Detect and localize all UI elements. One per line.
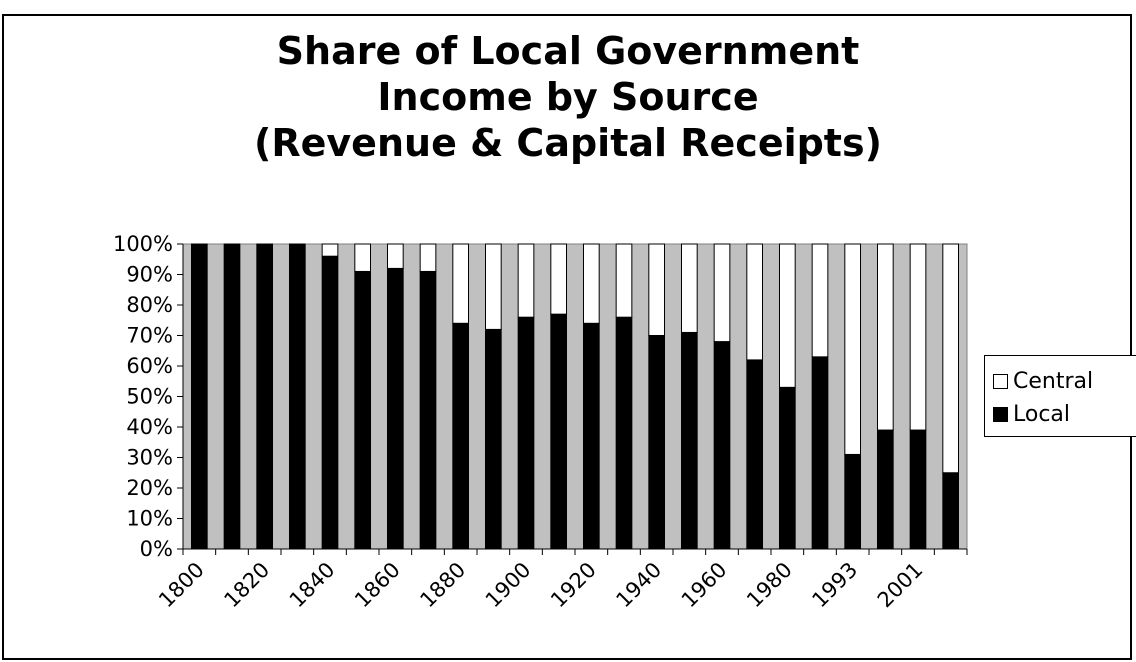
bar-central-17 bbox=[746, 243, 764, 361]
bar-local-4 bbox=[321, 255, 339, 550]
bar-central-18 bbox=[778, 243, 796, 388]
bar-local-21 bbox=[876, 429, 894, 550]
x-tick-label: 1880 bbox=[415, 558, 470, 613]
bar-central-16 bbox=[713, 243, 731, 343]
bar-central-13 bbox=[615, 243, 633, 318]
bar-central-20 bbox=[844, 243, 862, 455]
bar-local-15 bbox=[680, 331, 698, 550]
bar-local-23 bbox=[942, 472, 960, 550]
bar-local-18 bbox=[778, 386, 796, 550]
legend-swatch-central bbox=[993, 373, 1008, 389]
x-axis: 1800 1820 1840 1860 1880 1900 1920 1940 1960 1980… bbox=[154, 548, 968, 613]
bar-central-15 bbox=[680, 243, 698, 333]
bar-local-8 bbox=[452, 322, 470, 550]
legend-label-central: Central bbox=[1013, 368, 1094, 394]
chart-title-line-2: Income by Source bbox=[377, 75, 759, 119]
y-tick-label: 50% bbox=[126, 385, 173, 409]
x-tick-label: 1860 bbox=[350, 558, 405, 613]
legend-item-local: Local bbox=[993, 399, 1070, 429]
x-tick-label: 1900 bbox=[481, 558, 536, 613]
plot-background bbox=[182, 243, 968, 550]
bar-central-14 bbox=[648, 243, 666, 336]
y-tick-label: 90% bbox=[126, 263, 173, 287]
y-tick-label: 70% bbox=[126, 324, 173, 348]
y-axis: 0% 10% 20% 30% 40% 50% 60% 70% 80% 90% 100% bbox=[113, 232, 184, 561]
y-tick-label: 80% bbox=[126, 293, 173, 317]
bar-central-10 bbox=[517, 243, 535, 318]
bar-local-3 bbox=[288, 243, 306, 550]
y-tick-label: 30% bbox=[126, 446, 173, 470]
legend-label-local: Local bbox=[1013, 401, 1071, 427]
bar-central-8 bbox=[452, 243, 470, 324]
bar-local-12 bbox=[582, 322, 600, 550]
bar-central-6 bbox=[386, 243, 404, 269]
bars bbox=[190, 243, 960, 550]
bar-local-0 bbox=[190, 243, 208, 550]
x-tick-label: 1920 bbox=[546, 558, 601, 613]
bar-local-2 bbox=[256, 243, 274, 550]
bar-central-21 bbox=[876, 243, 894, 431]
bar-local-16 bbox=[713, 341, 731, 550]
y-tick-label: 40% bbox=[126, 415, 173, 439]
bar-local-1 bbox=[223, 243, 241, 550]
plot-area bbox=[182, 243, 968, 550]
bar-central-4 bbox=[321, 243, 339, 257]
y-tick-label: 60% bbox=[126, 354, 173, 378]
bar-local-11 bbox=[550, 313, 568, 550]
legend-swatch-local bbox=[993, 406, 1008, 422]
bar-local-7 bbox=[419, 270, 437, 550]
bar-local-17 bbox=[746, 359, 764, 550]
y-tick-label: 0% bbox=[140, 537, 173, 561]
legend: Central Local bbox=[984, 355, 1136, 437]
bar-central-11 bbox=[550, 243, 568, 315]
bar-central-9 bbox=[484, 243, 502, 330]
x-tick-label: 1960 bbox=[677, 558, 732, 613]
bar-local-19 bbox=[811, 356, 829, 550]
x-tick-label: 1820 bbox=[219, 558, 274, 613]
x-tick-label: 1940 bbox=[611, 558, 666, 613]
chart-title-line-1: Share of Local Government bbox=[276, 29, 860, 73]
bar-local-14 bbox=[648, 335, 666, 550]
x-tick-label: 2001 bbox=[873, 558, 928, 613]
x-tick-label: 1800 bbox=[154, 558, 209, 613]
y-tick-label: 20% bbox=[126, 476, 173, 500]
chart-title: Share of Local Government Income by Sour… bbox=[0, 28, 1136, 166]
bar-local-20 bbox=[844, 453, 862, 550]
bar-central-22 bbox=[909, 243, 927, 431]
bar-local-10 bbox=[517, 316, 535, 550]
bar-local-13 bbox=[615, 316, 633, 550]
bar-central-19 bbox=[811, 243, 829, 358]
x-tick-label: 1993 bbox=[807, 558, 862, 613]
bar-local-6 bbox=[386, 267, 404, 550]
x-tick-label: 1840 bbox=[285, 558, 340, 613]
bar-local-5 bbox=[354, 270, 372, 550]
bar-central-23 bbox=[942, 243, 960, 474]
bar-local-9 bbox=[484, 328, 502, 550]
legend-item-central: Central bbox=[993, 366, 1093, 396]
y-tick-label: 100% bbox=[113, 232, 173, 256]
y-tick-label: 10% bbox=[126, 507, 173, 531]
bar-central-5 bbox=[354, 243, 372, 272]
chart-title-line-3: (Revenue & Capital Receipts) bbox=[254, 121, 882, 165]
bar-central-7 bbox=[419, 243, 437, 272]
bar-local-22 bbox=[909, 429, 927, 550]
bar-central-12 bbox=[582, 243, 600, 324]
x-tick-label: 1980 bbox=[742, 558, 797, 613]
